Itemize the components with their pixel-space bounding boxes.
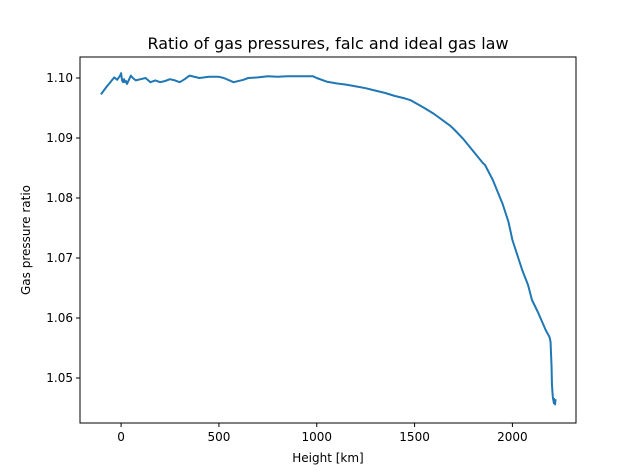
- x-tick-label: 2000: [497, 430, 528, 444]
- y-axis-label: Gas pressure ratio: [19, 185, 33, 295]
- x-tick-label: 1000: [301, 430, 332, 444]
- series-line: [100, 72, 557, 406]
- x-axis-label: Height [km]: [292, 451, 363, 465]
- y-axis: 1.05 1.06 1.07 1.08 1.09 1.10: [46, 71, 80, 385]
- y-tick-label: 1.06: [46, 311, 73, 325]
- x-tick-label: 500: [207, 430, 230, 444]
- y-tick-label: 1.10: [46, 71, 73, 85]
- plot-area: [100, 72, 557, 406]
- chart-title: Ratio of gas pressures, falc and ideal g…: [147, 34, 508, 53]
- x-axis: 0 500 1000 1500 2000: [117, 423, 528, 444]
- x-tick-label: 0: [117, 430, 125, 444]
- y-tick-label: 1.08: [46, 191, 73, 205]
- x-tick-label: 1500: [399, 430, 430, 444]
- y-tick-label: 1.09: [46, 131, 73, 145]
- y-tick-label: 1.05: [46, 371, 73, 385]
- y-tick-label: 1.07: [46, 251, 73, 265]
- axes-frame: [79, 56, 577, 424]
